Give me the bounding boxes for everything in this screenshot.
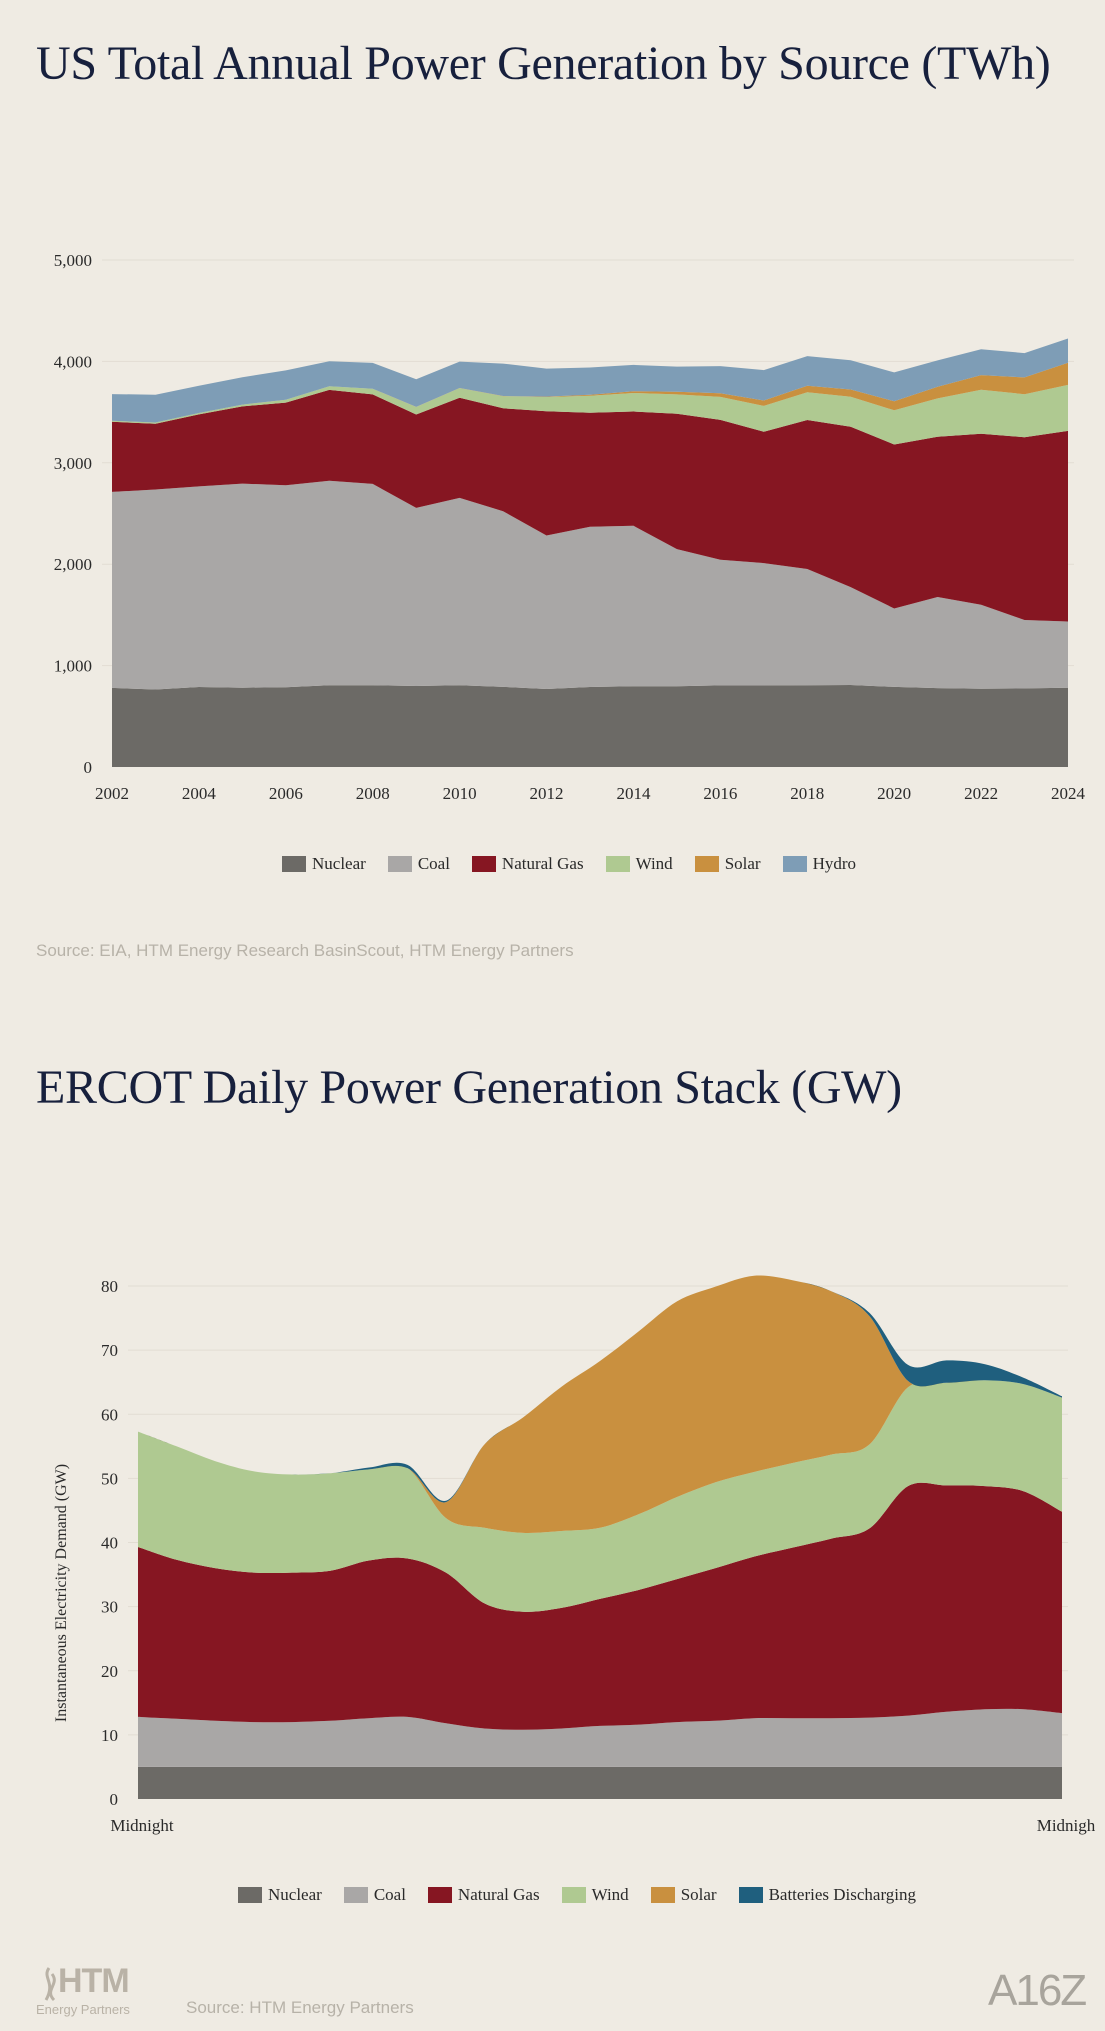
legend-swatch [238,1887,262,1903]
y-tick-label: 50 [101,1469,118,1488]
legend-item-coal: Coal [387,854,450,874]
chart2-x-ticks: Midnight Midnigh [110,1816,1095,1835]
y-tick-label: 5,000 [54,251,92,270]
x-tick-label: 2018 [790,784,824,803]
legend-swatch [782,856,807,872]
x-tick-label: 2024 [1051,784,1086,803]
y-tick-label: 20 [101,1662,118,1681]
chart1-legend: Nuclear Coal Natural Gas Wind Solar Hydro [282,854,856,874]
legend-item-wind: Wind [561,1885,629,1905]
legend-swatch [343,1887,368,1903]
chart1-x-ticks: 2002 2004 2006 2008 2010 2012 2014 2016 2018 2020… [95,784,1086,803]
legend-label: Wind [591,1885,629,1904]
y-tick-label: 60 [101,1405,118,1424]
legend-label: Natural Gas [457,1885,540,1904]
legend-swatch [605,856,630,872]
x-tick-label: 2022 [964,784,998,803]
y-tick-label: 10 [101,1726,118,1745]
legend-item-solar: Solar [650,1885,717,1905]
area-coal [138,1708,1062,1767]
x-tick-label: 2014 [616,784,651,803]
area-nuclear [112,685,1068,767]
chart1-title: US Total Annual Power Generation by Sour… [36,37,1051,90]
legend-item-solar: Solar [694,854,761,874]
legend-label: Wind [635,854,673,873]
legend-swatch [282,856,306,872]
legend-label: Nuclear [268,1885,322,1904]
x-tick-label: 2002 [95,784,129,803]
legend-swatch [738,1887,763,1903]
legend-swatch [471,856,496,872]
chart1-areas [112,338,1068,767]
chart1-y-ticks: 0 1,000 2,000 3,000 4,000 5,000 [54,251,92,777]
legend-swatch [427,1887,452,1903]
chart2-title: ERCOT Daily Power Generation Stack (GW) [36,1061,902,1114]
x-tick-label: 2016 [703,784,737,803]
legend-label: Natural Gas [501,854,584,873]
y-tick-label: 4,000 [54,352,92,371]
legend-swatch [650,1887,675,1903]
htm-logo-subtext: Energy Partners [36,2002,130,2017]
x-tick-label: 2006 [269,784,303,803]
x-tick-label: 2012 [530,784,564,803]
legend-swatch [387,856,412,872]
chart1-source: Source: EIA, HTM Energy Research BasinSc… [36,941,574,960]
x-tick-label: 2010 [443,784,477,803]
a16z-logo: A16Z [988,1966,1087,2015]
legend-item-coal: Coal [343,1885,406,1905]
x-tick-label: 2004 [182,784,217,803]
area-natural-gas [112,389,1068,622]
area-wind [112,384,1068,445]
legend-label: Solar [724,854,761,873]
area-hydro [112,338,1068,423]
legend-label: Coal [373,1885,406,1904]
y-tick-label: 30 [101,1598,118,1617]
legend-label: Coal [417,854,450,873]
y-tick-label: 70 [101,1341,118,1360]
chart2-areas [138,1275,1062,1799]
x-tick-label: 2020 [877,784,911,803]
area-coal [112,480,1068,690]
htm-flame-icon [44,1967,56,2002]
chart2-y-ticks: 0 10 20 30 40 50 60 70 80 [101,1277,118,1809]
legend-item-batteries-discharging: Batteries Discharging [738,1885,917,1905]
x-tick-label: 2008 [356,784,390,803]
legend-swatch [561,1887,586,1903]
y-tick-label: 40 [101,1534,118,1553]
x-tick-label: Midnight [110,1816,174,1835]
y-tick-label: 3,000 [54,454,92,473]
legend-swatch [694,856,719,872]
area-solar [138,1275,1062,1533]
legend-label: Hydro [812,854,857,873]
legend-label: Solar [680,1885,717,1904]
area-wind [138,1380,1062,1612]
legend-item-wind: Wind [605,854,673,874]
legend-item-nuclear: Nuclear [282,854,366,874]
y-tick-label: 0 [84,758,93,777]
legend-item-natural-gas: Natural Gas [427,1885,540,1905]
legend-label: Batteries Discharging [768,1885,917,1904]
chart2-legend: Nuclear Coal Natural Gas Wind Solar Batteries… [238,1885,916,1905]
area-nuclear [138,1766,1062,1799]
legend-item-natural-gas: Natural Gas [471,854,584,874]
legend-item-nuclear: Nuclear [238,1885,322,1905]
x-tick-label: Midnigh [1037,1816,1096,1835]
y-tick-label: 0 [110,1790,119,1809]
y-tick-label: 80 [101,1277,118,1296]
legend-label: Nuclear [312,854,366,873]
legend-item-hydro: Hydro [782,854,857,874]
area-natural-gas [138,1482,1062,1730]
chart2-plot: 0 10 20 30 40 50 60 70 80 Midnight Midnigh Instan… [53,1275,1096,1835]
htm-energy-partners-logo: HTM Energy Partners [34,1960,164,2017]
y-tick-label: 2,000 [54,555,92,574]
y-tick-label: 1,000 [54,657,92,676]
chart2-y-axis-label: Instantaneous Electricity Demand (GW) [53,1464,70,1722]
htm-logo-text: HTM [58,1962,130,2000]
chart2-source: Source: HTM Energy Partners [186,1998,414,2017]
